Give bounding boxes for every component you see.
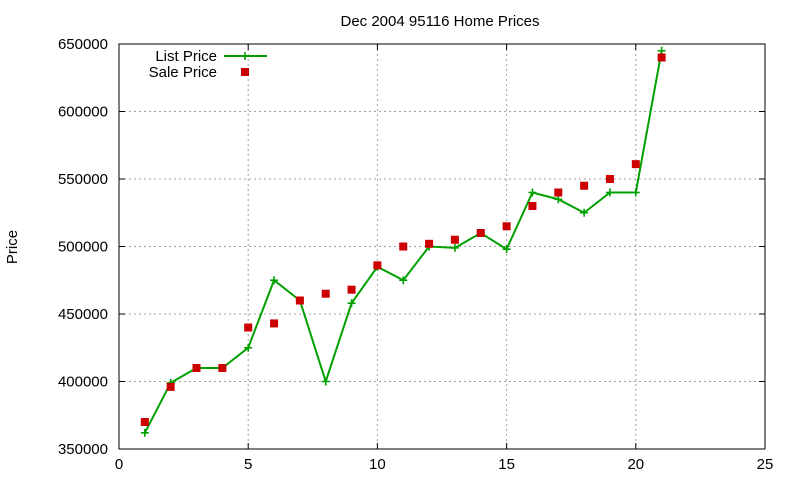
data-point <box>373 261 382 270</box>
x-tick-label: 25 <box>757 456 774 473</box>
data-point <box>502 245 511 254</box>
data-point <box>399 242 408 251</box>
series-list-price <box>140 46 666 437</box>
data-point <box>631 188 640 197</box>
data-point <box>425 239 434 248</box>
data-point <box>321 289 330 298</box>
data-point <box>399 276 408 285</box>
data-point <box>580 181 589 190</box>
legend-marker <box>241 52 249 60</box>
axis-ticks: 0 5 10 15 20 25 350000 400000 450000 500000 550000… <box>58 36 773 473</box>
data-point <box>244 323 253 332</box>
data-point <box>476 229 485 237</box>
data-point <box>554 188 563 197</box>
data-point <box>554 195 563 204</box>
y-tick-label: 600000 <box>58 104 108 121</box>
data-point <box>218 364 227 372</box>
legend-label: List Price <box>155 48 217 65</box>
data-point <box>631 160 640 169</box>
data-point <box>140 418 149 426</box>
data-point <box>657 46 666 55</box>
data-point <box>347 285 356 294</box>
data-point <box>192 364 201 372</box>
y-tick-label: 650000 <box>58 36 108 53</box>
data-point <box>528 188 537 197</box>
series-sale-price <box>140 53 666 426</box>
x-tick-label: 0 <box>115 456 123 473</box>
data-point <box>270 276 279 285</box>
data-point <box>450 243 459 252</box>
y-tick-label: 400000 <box>58 374 108 391</box>
x-tick-label: 5 <box>244 456 252 473</box>
y-axis-label: Price <box>4 230 21 264</box>
data-point <box>295 296 304 305</box>
data-point <box>321 377 330 386</box>
data-point <box>580 208 589 217</box>
y-tick-label: 350000 <box>58 441 108 458</box>
data-series <box>140 46 666 437</box>
data-point <box>657 53 666 62</box>
data-point <box>528 202 537 210</box>
data-point <box>605 175 614 183</box>
series-line <box>143 50 663 434</box>
data-point <box>347 299 356 308</box>
data-point <box>166 382 175 391</box>
x-tick-label: 10 <box>369 456 386 473</box>
legend-label: Sale Price <box>149 64 217 81</box>
data-point <box>502 222 511 231</box>
y-tick-label: 500000 <box>58 239 108 256</box>
data-point <box>450 235 459 244</box>
plot-frame <box>118 43 766 450</box>
x-tick-label: 20 <box>627 456 644 473</box>
x-tick-label: 15 <box>498 456 515 473</box>
y-tick-label: 550000 <box>58 171 108 188</box>
y-tick-label: 450000 <box>58 306 108 323</box>
data-point <box>140 428 149 437</box>
data-point <box>270 319 279 328</box>
legend-marker <box>241 68 249 76</box>
chart-title: Dec 2004 95116 Home Prices <box>341 13 540 30</box>
data-point <box>244 343 253 352</box>
data-point <box>605 188 614 197</box>
